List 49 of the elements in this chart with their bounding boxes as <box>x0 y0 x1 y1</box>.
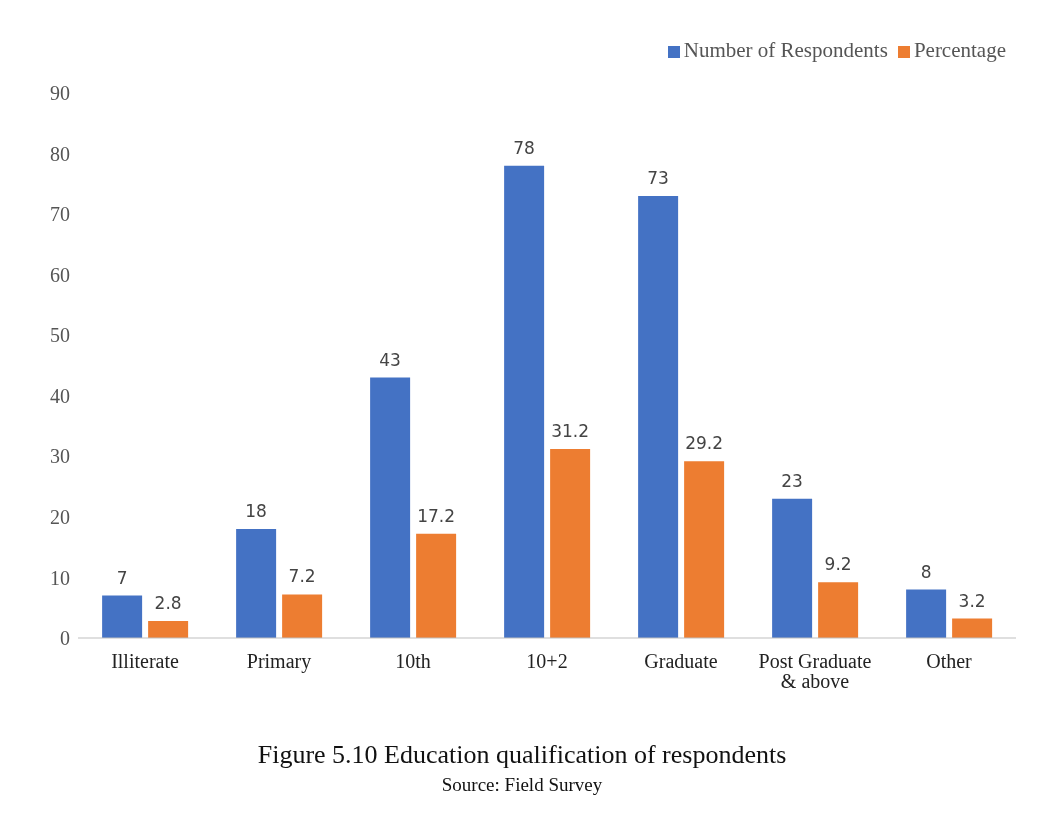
data-label: 2.8 <box>154 593 182 614</box>
data-label: 29.2 <box>685 433 724 454</box>
data-label: 17.2 <box>417 505 456 526</box>
data-label: 23 <box>781 470 803 491</box>
bar <box>906 589 947 638</box>
y-tick-label: 40 <box>50 384 70 407</box>
y-tick-label: 90 <box>50 82 70 105</box>
y-tick-label: 30 <box>50 445 70 468</box>
bar <box>952 618 993 638</box>
bar <box>236 529 277 638</box>
x-tick-label: Graduate <box>644 650 718 673</box>
data-label: 7.2 <box>288 566 316 587</box>
data-label: 78 <box>513 137 535 158</box>
data-label: 43 <box>379 349 401 370</box>
bar <box>282 594 323 638</box>
source-note: Source: Field Survey <box>440 774 604 796</box>
data-label: 3.2 <box>958 590 986 611</box>
data-label: 9.2 <box>824 554 852 575</box>
x-tick-label: Other <box>926 650 973 673</box>
x-tick-label: 10th <box>395 650 431 673</box>
text: Figure 5.10 Education qualification of respondents <box>256 740 788 770</box>
y-tick-label: 70 <box>50 203 70 226</box>
bar <box>504 165 545 638</box>
data-label: 18 <box>245 501 267 521</box>
data-label: 73 <box>647 167 669 188</box>
y-tick-label: 0 <box>60 627 70 650</box>
y-tick-label: 20 <box>50 505 70 528</box>
bar <box>684 461 725 638</box>
bar <box>102 595 143 638</box>
bar <box>416 533 457 638</box>
bar <box>148 621 189 638</box>
bar <box>370 377 411 638</box>
x-tick-label: 10+2 <box>526 650 568 673</box>
y-tick-label: 80 <box>50 142 70 165</box>
x-tick-label: Primary <box>246 650 312 674</box>
y-tick-label: 60 <box>50 263 70 286</box>
y-tick-label: 10 <box>50 566 70 589</box>
legend-label: Percentage <box>913 38 1006 62</box>
x-tick-label: Post Graduate & above <box>758 650 872 693</box>
legend-label: Number of Respondents <box>683 38 888 62</box>
data-label: 7 <box>116 567 128 588</box>
bar <box>772 498 813 638</box>
bar <box>638 195 679 638</box>
data-label: 31.2 <box>551 421 590 442</box>
bar <box>818 582 859 638</box>
data-label: 8 <box>920 561 932 582</box>
x-tick-label: Illiterate <box>111 650 179 673</box>
y-tick-label: 50 <box>50 324 70 347</box>
bar <box>550 449 591 638</box>
